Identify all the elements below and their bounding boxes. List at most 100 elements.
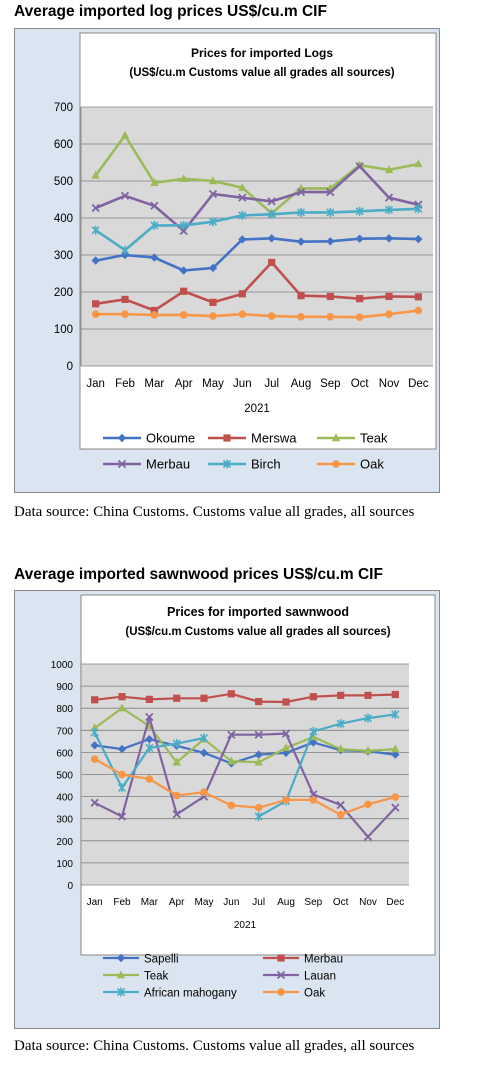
sawnwood-series-merbau-point — [227, 690, 235, 698]
logs-series-oak-point — [150, 311, 159, 319]
logs-series-oak-point — [238, 310, 247, 319]
logs-series-okoume-point — [91, 256, 100, 265]
logs-y-tick-label: 400 — [54, 213, 73, 225]
logs-series-merbau-point — [326, 187, 335, 197]
sawnwood-series-lauan-point — [254, 730, 263, 739]
logs-series-oak-point — [414, 306, 423, 315]
sawnwood-series-oak-point — [309, 796, 318, 804]
sawnwood-y-tick-label: 0 — [67, 881, 73, 892]
sawnwood-series-oak-point — [254, 803, 263, 812]
logs-series-merbau-point — [120, 191, 130, 200]
sawnwood-series-lauan-point — [90, 798, 99, 807]
sawnwood-series-lauan-point — [227, 730, 236, 739]
logs-series-teak-point — [355, 160, 364, 169]
logs-x-axis-label: 2021 — [244, 403, 270, 415]
sawnwood-series-oak-point — [118, 770, 126, 779]
sawnwood-series-teak-point — [391, 744, 400, 753]
sawnwood-legend-sapelli-swatch-marker — [116, 953, 126, 963]
sawnwood-series-teak-point — [336, 744, 345, 753]
sawnwood-series-oak-point — [172, 791, 181, 800]
logs-x-tick-label: Jul — [264, 378, 279, 390]
sawnwood-y-tick-label: 900 — [56, 682, 73, 693]
sawnwood-legend-african-mahogany-label: African mahogany — [144, 988, 237, 1000]
logs-series-merswa-point — [268, 258, 276, 266]
logs-series-oak-point — [385, 310, 393, 319]
sawnwood-series-lauan-point — [145, 712, 154, 722]
logs-series-okoume-line — [95, 237, 419, 272]
logs-series-oak-point — [326, 312, 335, 321]
sawnwood-series-teak-line — [94, 707, 396, 764]
logs-series-merbau-point — [150, 201, 159, 210]
logs-series-merswa-point — [92, 300, 100, 308]
logs-legend-teak-swatch-marker — [331, 433, 341, 442]
sawnwood-x-tick-label: Mar — [141, 897, 159, 908]
sawnwood-series-teak-point — [117, 703, 127, 712]
logs-series-merswa-point — [150, 306, 158, 315]
logs-legend-birch-swatch-marker — [222, 459, 232, 469]
logs-legend-merbau-swatch-marker — [117, 459, 127, 469]
sawnwood-legend-oak-swatch-marker — [277, 988, 285, 996]
logs-series-birch-point — [238, 210, 247, 220]
logs-x-tick-label: Apr — [175, 378, 193, 390]
logs-section-heading: Average imported log prices US$/cu.m CIF — [14, 3, 327, 20]
sawnwood-series-merbau-line — [94, 692, 396, 704]
sawnwood-series-teak-point — [281, 743, 291, 752]
sawnwood-legend-teak-label: Teak — [144, 971, 169, 983]
logs-subtitle: (US$/cu.m Customs value all grades all s… — [129, 67, 394, 79]
logs-series-okoume-point — [326, 237, 335, 246]
logs-series-oak-line — [95, 309, 419, 319]
logs-series-merswa-point — [414, 293, 422, 301]
sawnwood-series-lauan-point — [309, 790, 318, 799]
logs-series-okoume-point — [267, 234, 276, 243]
sawnwood-series-african-mahogany-point — [309, 726, 318, 736]
logs-series-merswa-point — [238, 290, 246, 298]
logs-series-merbau-line — [95, 164, 419, 233]
sawnwood-series-teak-point — [227, 756, 236, 765]
logs-y-tick-label: 0 — [67, 361, 73, 373]
sawnwood-x-tick-label: Nov — [359, 897, 377, 908]
logs-series-birch-point — [267, 209, 276, 219]
logs-series-okoume-point — [355, 234, 364, 243]
sawnwood-x-tick-label: Sep — [304, 897, 322, 908]
logs-series-merbau-point — [208, 189, 218, 199]
logs-series-teak-point — [91, 170, 100, 179]
sawnwood-series-lauan-point — [117, 812, 127, 821]
sawnwood-legend-oak-label: Oak — [304, 988, 325, 1000]
logs-y-tick-label: 700 — [54, 102, 73, 114]
logs-series-okoume-point — [296, 237, 306, 246]
sawnwood-legend-lauan-label: Lauan — [304, 971, 336, 983]
logs-series-oak-point — [91, 310, 100, 319]
sawnwood-series-merbau-point — [173, 694, 181, 702]
sawnwood-series-african-mahogany-point — [199, 733, 209, 743]
sawnwood-x-tick-label: Feb — [113, 897, 131, 908]
sawnwood-series-sapelli-point — [90, 741, 99, 750]
logs-series-merbau-point — [384, 193, 394, 202]
logs-series-okoume-point — [179, 266, 188, 275]
logs-x-tick-label: Dec — [408, 378, 429, 390]
sawnwood-y-tick-label: 300 — [56, 815, 73, 826]
logs-series-birch-line — [94, 207, 419, 252]
sawnwood-x-tick-label: Dec — [386, 897, 404, 908]
logs-series-merswa-point — [356, 295, 364, 303]
sawnwood-series-merbau-point — [200, 694, 208, 702]
sawnwood-x-axis-label: 2021 — [234, 920, 257, 931]
logs-y-tick-label: 500 — [54, 176, 73, 188]
logs-series-okoume-point — [238, 235, 247, 244]
sawnwood-series-merbau-point — [282, 698, 290, 706]
sawnwood-x-tick-label: Jun — [223, 897, 239, 908]
sawnwood-data-source: Data source: China Customs. Customs valu… — [14, 1038, 415, 1054]
sawnwood-series-merbau-point — [364, 691, 372, 699]
logs-series-merswa-point — [385, 292, 393, 301]
sawnwood-legend-lauan-swatch-marker — [276, 970, 286, 980]
sawnwood-series-african-mahogany-point — [391, 709, 400, 719]
logs-series-teak-point — [179, 174, 188, 182]
logs-legend-okoume-swatch-marker — [117, 433, 127, 443]
sawnwood-legend-teak-swatch-marker — [116, 970, 126, 979]
logs-series-teak-point — [414, 159, 423, 168]
logs-series-merswa-point — [180, 287, 188, 295]
logs-x-tick-label: Nov — [379, 378, 400, 390]
logs-y-tick-label: 300 — [54, 250, 73, 262]
logs-series-oak-point — [121, 310, 129, 319]
logs-series-merswa-point — [326, 292, 334, 301]
logs-plot-area — [81, 107, 433, 366]
